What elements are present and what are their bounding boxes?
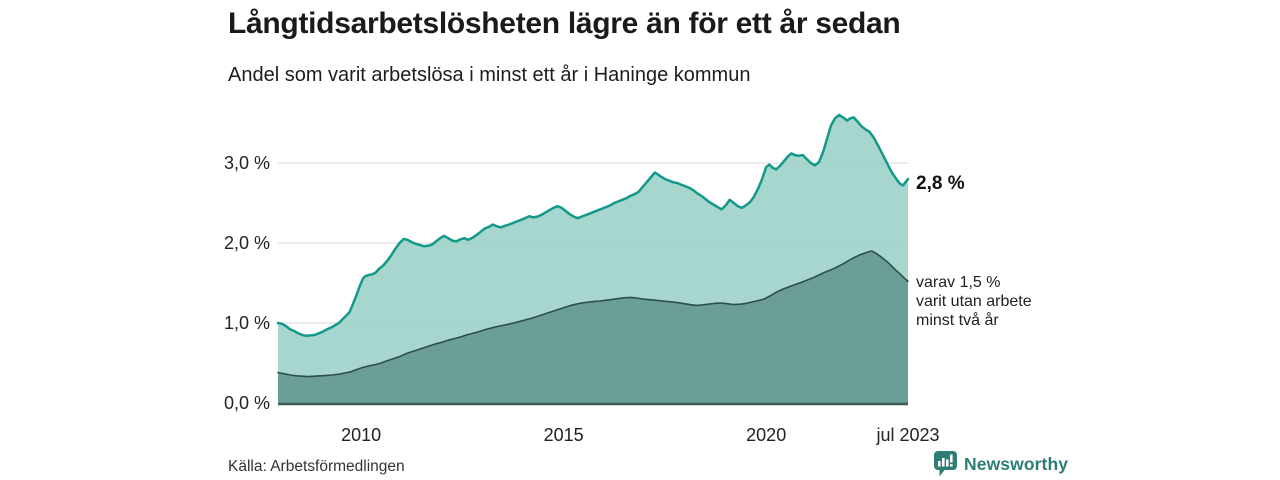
newsworthy-logo-text: Newsworthy xyxy=(964,453,1069,474)
x-tick-label: 2015 xyxy=(543,425,584,445)
y-tick-label: 2,0 % xyxy=(223,233,270,253)
y-tick-label: 3,0 % xyxy=(223,153,270,173)
chart-subtitle: Andel som varit arbetslösa i minst ett å… xyxy=(228,64,751,86)
x-tick-label: 2010 xyxy=(341,425,382,445)
series-area-1 xyxy=(278,251,908,403)
series-line-1 xyxy=(277,250,909,378)
latest-value-annotation: 2,8 % xyxy=(916,173,965,194)
source-note: Källa: Arbetsförmedlingen xyxy=(228,458,405,475)
y-tick-label: 1,0 % xyxy=(223,313,270,333)
series-line-0 xyxy=(276,113,910,338)
y-tick-label: 0,0 % xyxy=(223,393,270,413)
x-tick-label: 2020 xyxy=(746,425,787,445)
newsworthy-logo: Newsworthy xyxy=(934,451,1068,477)
x-tick-label: jul 2023 xyxy=(876,425,940,445)
two-year-share-annotation: varav 1,5 % varit utan arbete minst två … xyxy=(916,274,1032,329)
newsworthy-chart-bubble-icon xyxy=(934,451,957,477)
chart-title: Långtidsarbetslösheten lägre än för ett … xyxy=(228,7,901,40)
